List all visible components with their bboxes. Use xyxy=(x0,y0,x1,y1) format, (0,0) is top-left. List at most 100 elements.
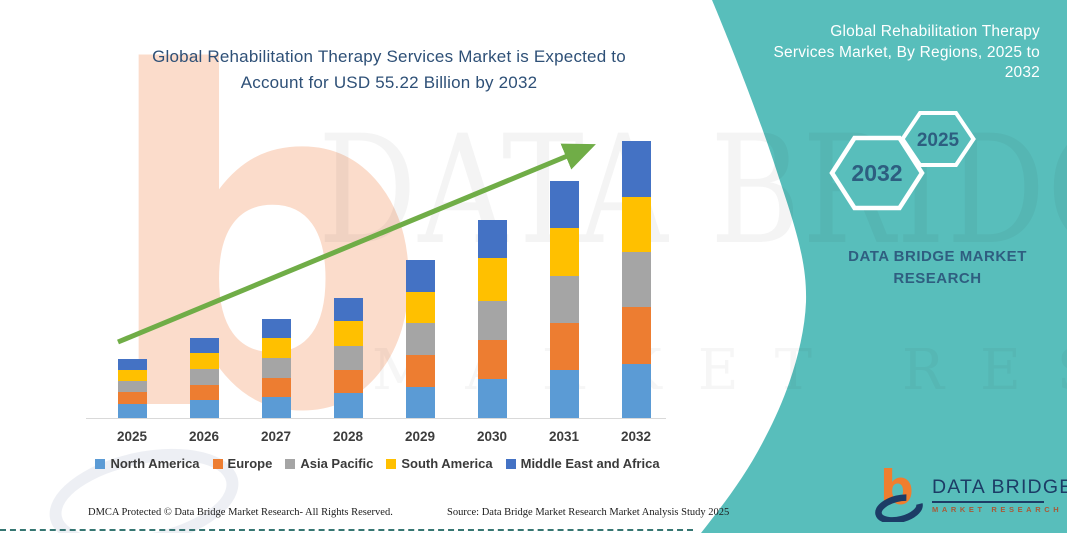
chart-title-line1: Global Rehabilitation Therapy Services M… xyxy=(152,47,626,66)
legend-item-north-america: North America xyxy=(95,456,200,471)
x-axis-label-2029: 2029 xyxy=(404,429,436,444)
bar-segment-north-america xyxy=(405,387,435,418)
brand-caps-line1: DATA BRIDGE MARKET xyxy=(848,248,1027,265)
bar-segment-north-america xyxy=(621,364,651,418)
source-note: Source: Data Bridge Market Research Mark… xyxy=(447,507,730,518)
brand-caps: DATA BRIDGE MARKET RESEARCH xyxy=(825,246,1050,290)
bar-segment-europe xyxy=(549,323,579,370)
x-axis-line xyxy=(86,418,666,419)
bar-segment-north-america xyxy=(333,393,363,418)
bar-segment-south-america xyxy=(261,338,291,358)
bar-segment-europe xyxy=(189,385,219,400)
bar-segment-asia-pacific xyxy=(117,381,147,392)
hexagon-2032-label: 2032 xyxy=(851,160,902,186)
stacked-bar-2029 xyxy=(405,260,435,418)
bar-segment-south-america xyxy=(189,353,219,369)
bar-segment-south-america xyxy=(621,197,651,252)
bar-segment-asia-pacific xyxy=(261,358,291,378)
bar-segment-north-america xyxy=(549,370,579,418)
legend-swatch-icon xyxy=(505,458,516,469)
chart-title-line2: Account for USD 55.22 Billion by 2032 xyxy=(240,73,538,92)
legend-item-asia-pacific: Asia Pacific xyxy=(285,456,373,471)
bar-segment-south-america xyxy=(117,370,147,381)
logo-divider xyxy=(932,501,1044,503)
legend-label: North America xyxy=(110,456,200,471)
bar-segment-north-america xyxy=(189,400,219,418)
dmca-notice: DMCA Protected © Data Bridge Market Rese… xyxy=(88,507,393,518)
x-axis-label-2028: 2028 xyxy=(332,429,364,444)
bar-segment-north-america xyxy=(261,397,291,418)
stacked-bar-2026 xyxy=(189,338,219,418)
x-axis-label-2025: 2025 xyxy=(116,429,148,444)
bar-segment-europe xyxy=(477,340,507,379)
logo-subtitle: MARKET RESEARCH xyxy=(932,505,1063,514)
bar-segment-middle-east-and-africa xyxy=(549,181,579,228)
bar-segment-north-america xyxy=(477,379,507,418)
x-axis-label-2031: 2031 xyxy=(548,429,580,444)
logo-wordmark: DATA BRIDGE xyxy=(932,476,1067,498)
bar-segment-south-america xyxy=(477,258,507,301)
side-panel-heading: Global Rehabilitation Therapy Services M… xyxy=(720,22,1040,84)
stacked-bar-2027 xyxy=(261,319,291,418)
brand-caps-line2: RESEARCH xyxy=(893,270,982,287)
legend-swatch-icon xyxy=(212,458,223,469)
year-hexagons: 2025 2032 xyxy=(829,111,976,211)
bar-segment-europe xyxy=(261,378,291,397)
hexagon-2025-label: 2025 xyxy=(917,130,960,151)
side-panel-heading-line3: 2032 xyxy=(1004,64,1040,81)
chart-legend: North America Europe Asia Pacific South Ame… xyxy=(85,456,670,471)
legend-swatch-icon xyxy=(95,458,106,469)
bar-segment-europe xyxy=(117,392,147,404)
legend-item-europe: Europe xyxy=(212,456,273,471)
bar-segment-south-america xyxy=(333,321,363,346)
x-axis-label-2027: 2027 xyxy=(260,429,292,444)
bar-segment-europe xyxy=(405,355,435,387)
bar-segment-europe xyxy=(333,370,363,393)
stacked-bar-2028 xyxy=(333,298,363,418)
legend-item-middle-east-and-africa: Middle East and Africa xyxy=(505,456,660,471)
bar-segment-asia-pacific xyxy=(405,323,435,355)
bar-segment-europe xyxy=(621,307,651,364)
bar-segment-middle-east-and-africa xyxy=(189,338,219,353)
bar-segment-south-america xyxy=(549,228,579,276)
bar-segment-asia-pacific xyxy=(477,301,507,340)
legend-swatch-icon xyxy=(285,458,296,469)
stacked-bar-2025 xyxy=(117,359,147,418)
bar-segment-middle-east-and-africa xyxy=(333,298,363,321)
hexagon-2032 xyxy=(829,135,925,211)
bar-segment-middle-east-and-africa xyxy=(621,141,651,197)
legend-label: Europe xyxy=(227,456,273,471)
bar-segment-middle-east-and-africa xyxy=(477,220,507,258)
x-axis-label-2030: 2030 xyxy=(476,429,508,444)
x-axis-label-2032: 2032 xyxy=(620,429,652,444)
chart-title: Global Rehabilitation Therapy Services M… xyxy=(119,44,659,96)
stacked-bar-2031 xyxy=(549,181,579,418)
bar-segment-north-america xyxy=(117,404,147,418)
footer-dashed-line xyxy=(0,529,693,531)
bar-segment-middle-east-and-africa xyxy=(405,260,435,292)
side-panel-heading-line2: Services Market, By Regions, 2025 to xyxy=(773,43,1040,61)
hexagon-2025 xyxy=(900,111,976,167)
x-axis-label-2026: 2026 xyxy=(188,429,220,444)
data-bridge-logo: b DATA BRIDGE MARKET RESEARCH xyxy=(872,464,1067,522)
bar-segment-asia-pacific xyxy=(333,346,363,370)
stacked-bar-2030 xyxy=(477,220,507,418)
bar-segment-asia-pacific xyxy=(621,252,651,307)
watermark-market-research-text: MARKET RESEARCH xyxy=(372,338,1067,403)
legend-item-south-america: South America xyxy=(386,456,493,471)
side-panel-heading-line1: Global Rehabilitation Therapy xyxy=(830,23,1040,40)
svg-text:b: b xyxy=(880,464,914,516)
bar-segment-asia-pacific xyxy=(189,369,219,385)
legend-label: Middle East and Africa xyxy=(520,456,660,471)
bar-segment-middle-east-and-africa xyxy=(261,319,291,338)
legend-label: Asia Pacific xyxy=(300,456,374,471)
bar-segment-asia-pacific xyxy=(549,276,579,323)
stacked-bar-2032 xyxy=(621,141,651,418)
bar-segment-middle-east-and-africa xyxy=(117,359,147,370)
legend-label: South America xyxy=(401,456,493,471)
data-bridge-logo-icon: b xyxy=(875,464,923,522)
side-panel-shape xyxy=(701,0,1067,533)
bar-segment-south-america xyxy=(405,292,435,323)
